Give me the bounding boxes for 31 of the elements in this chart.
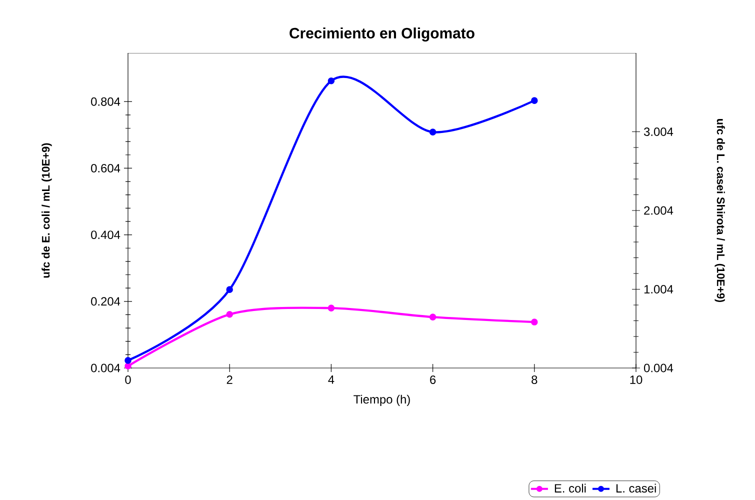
y2-tick-label: 2.004 (644, 206, 674, 215)
point (429, 128, 436, 136)
x-tick-label: 6 (430, 376, 436, 384)
y2-tick-label: 0.004 (644, 364, 674, 372)
y-tick-label: 0.804 (91, 97, 120, 106)
legend-label: E. coli (554, 484, 586, 493)
point (531, 97, 538, 104)
y2-axis-title: ufc de L. casei Shirota / mL (10E+9) (714, 119, 725, 302)
x-axis-title: Tiempo (h) (354, 394, 410, 406)
point (531, 318, 538, 326)
x-tick-label: 8 (532, 376, 538, 384)
x-tick-label: 4 (328, 376, 334, 384)
y-tick-label: 0.004 (91, 364, 120, 372)
y2-tick-label: 1.004 (644, 285, 674, 294)
point (429, 314, 436, 320)
chart-title: Crecimiento en Oligomato (290, 28, 474, 42)
x-tick-label: 0 (125, 376, 131, 384)
point (124, 357, 132, 364)
point (328, 304, 335, 312)
point (226, 286, 233, 293)
x-tick-label: 10 (630, 376, 642, 384)
y-tick-label: 0.404 (91, 230, 120, 240)
y-tick-label: 0.604 (91, 164, 120, 172)
point (226, 311, 233, 318)
point (328, 77, 335, 84)
y-axis-title: ufc de E. coli / mL (10E+9) (42, 143, 52, 278)
y-tick-label: 0.204 (91, 297, 120, 306)
legend-label: L. casei (616, 484, 656, 493)
y2-tick-label: 3.004 (644, 128, 674, 136)
point (124, 362, 132, 370)
x-tick-label: 2 (226, 376, 232, 384)
